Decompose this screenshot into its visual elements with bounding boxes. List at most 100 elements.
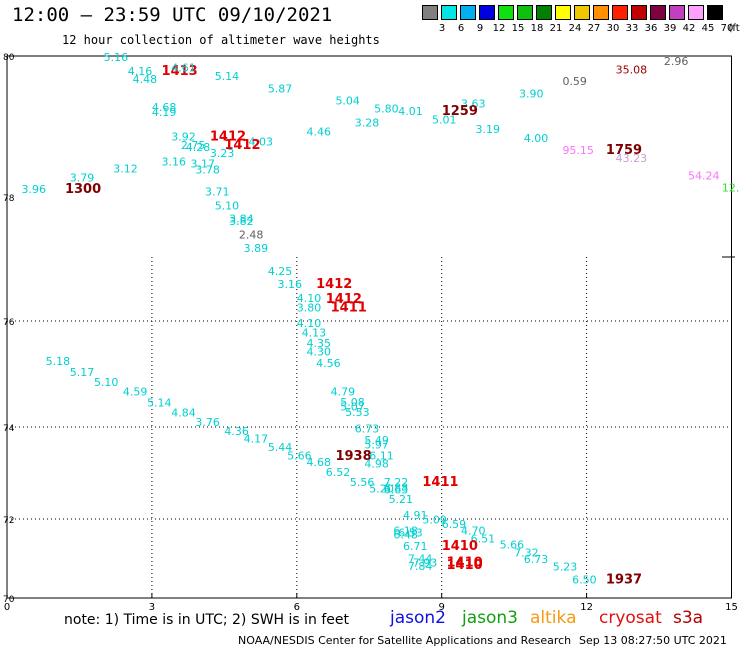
swh-observation: 3.23 bbox=[210, 147, 235, 160]
map-title: 12:00 – 23:59 UTC 09/10/2021 bbox=[12, 4, 333, 26]
swh-observation: 6.53 bbox=[398, 526, 423, 539]
swh-observation: 6.51 bbox=[471, 532, 496, 545]
swh-observation: 4.19 bbox=[152, 106, 177, 119]
swh-observation: 12.5 bbox=[722, 181, 740, 194]
swh-observation: 5.44 bbox=[268, 441, 293, 454]
swh-observation: 3.96 bbox=[21, 183, 45, 196]
swh-observation: 4.98 bbox=[364, 457, 389, 470]
y-tick-label: 70 bbox=[3, 595, 15, 605]
legend-jason3: jason3 bbox=[462, 608, 518, 628]
colorbar-label: 12 bbox=[492, 23, 506, 34]
swh-observation: 4.16 bbox=[128, 65, 153, 78]
swh-observation: 4.68 bbox=[152, 101, 177, 114]
colorbar-label: 33 bbox=[625, 23, 639, 34]
swh-observation: 1937 bbox=[606, 572, 642, 587]
swh-observation: 1759 bbox=[606, 143, 642, 158]
swh-observation: 4.68 bbox=[306, 456, 331, 469]
colorbar-swatch bbox=[498, 5, 514, 20]
swh-observation: 5.87 bbox=[268, 83, 293, 96]
swh-observation: 3.76 bbox=[195, 416, 220, 429]
swh-observation: 1410 bbox=[447, 558, 483, 573]
swh-observation: 6.52 bbox=[326, 466, 351, 479]
swh-observation: 5.14 bbox=[215, 70, 240, 83]
colorbar-label: 15 bbox=[511, 23, 525, 34]
colorbar-swatch bbox=[650, 5, 666, 20]
colorbar-swatch bbox=[688, 5, 704, 20]
swh-observation: 1412 bbox=[210, 130, 246, 145]
swh-observation: 5.21 bbox=[389, 493, 414, 506]
swh-observation: 4.03 bbox=[249, 136, 274, 149]
colorbar-label: 3 bbox=[438, 23, 446, 34]
swh-observation: 3.71 bbox=[205, 186, 230, 199]
swh-observation: 3.16 bbox=[277, 278, 302, 291]
x-tick-label: 12 bbox=[580, 602, 593, 613]
legend-cryosat: cryosat bbox=[599, 608, 662, 628]
colorbar-swatch bbox=[707, 5, 723, 20]
swh-observation: 6.48 bbox=[393, 528, 418, 541]
swh-observation: 7.22 bbox=[384, 476, 409, 489]
swh-observation: 5.10 bbox=[215, 199, 240, 212]
colorbar-label: 30 bbox=[606, 23, 620, 34]
colorbar-swatch bbox=[460, 5, 476, 20]
swh-observation: 6.11 bbox=[369, 450, 394, 463]
swh-observation: 5.20 bbox=[369, 482, 394, 495]
swh-observation: 6.73 bbox=[524, 553, 549, 566]
swh-observation: 1300 bbox=[65, 182, 101, 197]
swh-observation: 3.80 bbox=[297, 302, 322, 315]
swh-observation: 6.88 bbox=[384, 481, 409, 494]
swh-observation: 43.23 bbox=[616, 152, 648, 165]
swh-observation: 1411 bbox=[331, 301, 367, 316]
colorbar-swatch bbox=[517, 5, 533, 20]
swh-observation: 5.16 bbox=[104, 51, 129, 64]
swh-observation: 7.32 bbox=[514, 547, 539, 560]
swh-observation: 4.56 bbox=[316, 357, 341, 370]
y-tick-label: 72 bbox=[3, 516, 14, 526]
swh-observation: 7.84 bbox=[408, 560, 433, 573]
swh-observation: 0.59 bbox=[562, 75, 587, 88]
map-grid bbox=[6, 55, 735, 599]
swh-observation: 4.13 bbox=[302, 326, 327, 339]
swh-observation: 6.71 bbox=[403, 540, 428, 553]
swh-observation: 6.73 bbox=[355, 423, 380, 436]
swh-observation: 1938 bbox=[335, 449, 371, 464]
swh-observation: 6.59 bbox=[442, 518, 467, 531]
swh-observation: 3.82 bbox=[229, 215, 254, 228]
swh-observation: 6.18 bbox=[393, 524, 418, 537]
swh-observation: 5.17 bbox=[70, 366, 95, 379]
colorbar-label: 45 bbox=[701, 23, 715, 34]
swh-observation: 5.18 bbox=[46, 355, 71, 368]
swh-observation: 35.08 bbox=[616, 64, 648, 77]
swh-observation: 7.44 bbox=[408, 552, 433, 565]
swh-observation: 1412 bbox=[224, 138, 260, 153]
colorbar-swatch bbox=[574, 5, 590, 20]
colorbar-swatch bbox=[441, 5, 457, 20]
swh-observation: 2.75 bbox=[181, 139, 206, 152]
swh-observation: 3.12 bbox=[113, 162, 138, 175]
swh-observation: 4.36 bbox=[224, 425, 249, 438]
swh-observation: 4.46 bbox=[306, 126, 331, 139]
swh-observation: 1259 bbox=[442, 104, 478, 119]
swh-observation: 5.66 bbox=[500, 539, 525, 552]
colorbar-unit: (ft) bbox=[728, 23, 740, 34]
swh-observation: 3.19 bbox=[476, 123, 501, 136]
x-tick-label: 0 bbox=[4, 602, 10, 613]
legend-jason2: jason2 bbox=[390, 608, 446, 628]
colorbar-label: 42 bbox=[682, 23, 696, 34]
colorbar-swatch bbox=[631, 5, 647, 20]
swh-observation: 4.84 bbox=[171, 406, 196, 419]
swh-observation: 4.10 bbox=[297, 292, 322, 305]
swh-observation: 4.35 bbox=[306, 337, 331, 350]
swh-observation: 4.61 bbox=[171, 62, 196, 75]
swh-observation: 5.01 bbox=[432, 114, 457, 127]
swh-observation: 4.30 bbox=[306, 345, 331, 358]
colorbar-swatch bbox=[593, 5, 609, 20]
colorbar-label: 39 bbox=[663, 23, 677, 34]
swh-observation: 1413 bbox=[162, 64, 198, 79]
swh-observation: 2.48 bbox=[239, 229, 264, 242]
map-frame bbox=[6, 55, 732, 599]
swh-observation: 6.63 bbox=[384, 484, 409, 497]
swh-observation: 3.28 bbox=[355, 117, 380, 130]
swh-observation: 5.04 bbox=[335, 95, 360, 108]
swh-observation: 95.15 bbox=[562, 144, 594, 157]
